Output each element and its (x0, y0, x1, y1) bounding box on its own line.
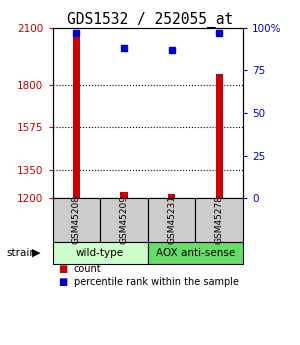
Text: GSM45209: GSM45209 (119, 195, 128, 245)
Text: percentile rank within the sample: percentile rank within the sample (74, 277, 238, 287)
Bar (216, 74, 223, 198)
Text: ▶: ▶ (32, 248, 40, 258)
Text: ■: ■ (58, 277, 68, 287)
Text: GSM45278: GSM45278 (215, 195, 224, 245)
Text: AOX anti-sense: AOX anti-sense (156, 248, 235, 258)
Text: GDS1532 / 252055_at: GDS1532 / 252055_at (67, 12, 233, 28)
Text: GSM45208: GSM45208 (72, 195, 81, 245)
Bar (73, 36, 80, 198)
Text: ■: ■ (58, 264, 68, 274)
Bar (168, 194, 175, 198)
Text: strain: strain (6, 248, 36, 258)
Bar (120, 192, 128, 198)
Text: count: count (74, 264, 101, 274)
Text: GSM45231: GSM45231 (167, 195, 176, 245)
Text: wild-type: wild-type (76, 248, 124, 258)
